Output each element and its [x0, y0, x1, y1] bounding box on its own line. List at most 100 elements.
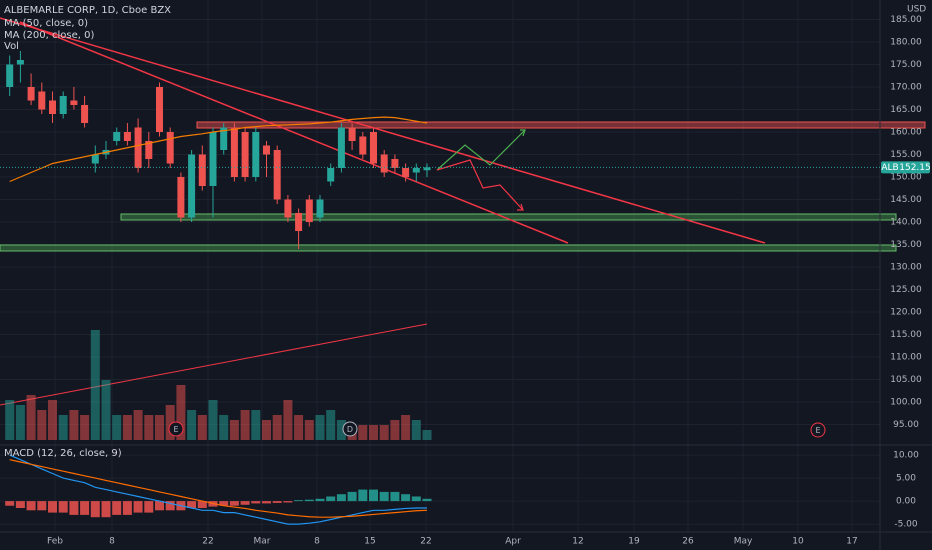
- macd-hist-bar: [15, 501, 25, 508]
- marks: [5, 51, 432, 525]
- candle-body: [16, 60, 24, 65]
- y-tick-label: 115.00: [890, 330, 922, 340]
- candle-body: [6, 64, 14, 87]
- macd-hist-bar: [369, 489, 378, 502]
- resistance-zone: [196, 121, 926, 129]
- macd-hist-bar: [229, 501, 239, 506]
- candle-body: [423, 167, 431, 171]
- macd-hist-bar: [283, 501, 293, 503]
- macd-hist-bar: [165, 501, 175, 511]
- event-label: E: [815, 426, 820, 435]
- y-tick-label: 5.00: [896, 474, 916, 484]
- macd-hist-bar: [26, 501, 36, 511]
- volume-bar: [101, 380, 111, 440]
- y-tick-label: 165.00: [890, 105, 922, 115]
- volume-bar: [37, 410, 47, 440]
- y-tick-label: 170.00: [890, 83, 922, 93]
- volume-bar: [176, 385, 186, 440]
- candle-body: [59, 96, 67, 114]
- macd-hist-bar: [80, 501, 90, 515]
- indicator: MA (200, close, 0): [4, 30, 94, 41]
- support-zone: [0, 244, 897, 252]
- candle-body: [70, 100, 78, 105]
- candle-body: [81, 105, 89, 123]
- candle-body: [316, 199, 324, 218]
- price-label: 152.15: [899, 163, 931, 173]
- macd-hist-bar: [304, 499, 314, 502]
- x-tick-label: Feb: [47, 537, 63, 547]
- macd-hist-bar: [240, 501, 250, 505]
- volume-bar: [90, 330, 100, 440]
- candle-body: [337, 127, 345, 168]
- x-tick-label: 17: [846, 537, 857, 547]
- x-tick-label: 8: [109, 537, 115, 547]
- y-tick-label: 10.00: [893, 451, 919, 461]
- volume-bar: [401, 415, 411, 440]
- macd-hist-bar: [90, 501, 100, 518]
- macd-hist-bar: [187, 501, 197, 508]
- candle-body: [91, 154, 99, 164]
- candle-body: [177, 177, 185, 218]
- macd-hist-bar: [411, 496, 421, 502]
- signal-line: [9, 459, 428, 518]
- macd-hist-bar: [144, 501, 154, 513]
- chart-title: ALBEMARLE CORP, 1D, Cboe BZX: [4, 5, 171, 16]
- macd-hist-bar: [262, 501, 271, 504]
- volume-bar: [155, 415, 164, 440]
- macd-hist-bar: [101, 501, 111, 518]
- volume-bar: [187, 410, 197, 440]
- candle-body: [295, 213, 303, 231]
- volume-bar: [294, 415, 304, 440]
- candle-body: [380, 154, 388, 173]
- candle-body: [156, 87, 163, 132]
- candle-body: [49, 100, 56, 114]
- volume-bar: [336, 420, 346, 440]
- volume-bar: [422, 430, 432, 440]
- volume-bar: [208, 400, 218, 440]
- volume-bar: [69, 410, 79, 440]
- macd-hist-bar: [69, 501, 79, 515]
- volume-bar: [26, 395, 36, 440]
- x-tick-label: 15: [364, 537, 375, 547]
- candle-body: [370, 132, 377, 164]
- y-tick-label: 160.00: [890, 128, 922, 138]
- y-tick-label: 125.00: [890, 285, 922, 295]
- macd-hist-bar: [358, 489, 368, 502]
- x-tick-label: Apr: [505, 537, 521, 547]
- y-tick-label: 0.00: [896, 497, 916, 507]
- macd-hist-bar: [48, 501, 57, 513]
- volume-bar: [304, 420, 314, 440]
- volume-bar: [358, 425, 368, 440]
- candle-body: [391, 159, 399, 168]
- volume-bar: [283, 400, 293, 440]
- candle-body: [113, 132, 121, 141]
- candle-body: [402, 168, 410, 177]
- x-tick-label: 8: [314, 537, 320, 547]
- candle-body: [198, 154, 206, 186]
- candle-body: [263, 145, 270, 155]
- y-tick-label: 150.00: [890, 173, 922, 183]
- bear-path: [436, 159, 524, 211]
- symbol-label: ALB: [881, 163, 898, 173]
- volume-bar: [251, 410, 261, 440]
- volume-bar: [165, 405, 175, 440]
- volume-bar: [112, 415, 122, 440]
- candle-body: [123, 132, 131, 141]
- macd-hist-bar: [37, 501, 47, 511]
- ma-line: [9, 116, 428, 183]
- volume-bar: [379, 425, 389, 440]
- macd-hist-bar: [379, 491, 389, 502]
- event-marker: [810, 422, 826, 438]
- x-tick-label: 22: [202, 537, 213, 547]
- candle-body: [166, 132, 174, 164]
- x-tick-label: 10: [792, 537, 804, 547]
- volume-bar: [240, 410, 250, 440]
- volume-bar: [15, 405, 25, 440]
- macd-title: MACD (12, 26, close, 9): [4, 448, 122, 459]
- indicator: MA (50, close, 0): [4, 18, 88, 29]
- y-tick-label: 135.00: [890, 240, 922, 250]
- x-tick-label: 12: [572, 537, 583, 547]
- volume-bar: [272, 415, 282, 440]
- macd-hist-bar: [197, 501, 207, 508]
- candle-body: [145, 141, 153, 159]
